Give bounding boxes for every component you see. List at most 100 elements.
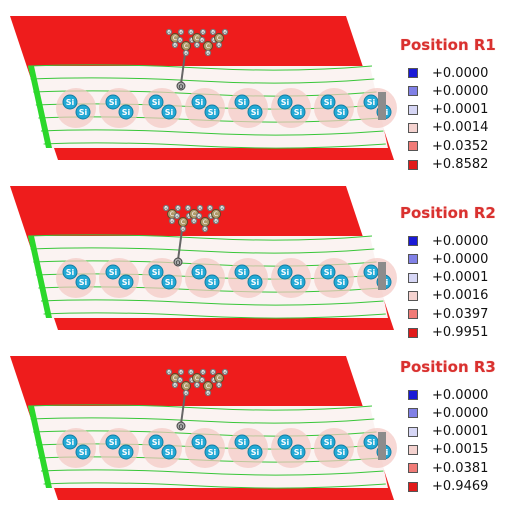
hydrogen-label: H <box>195 43 198 49</box>
si-atom-label: Si <box>122 278 131 287</box>
slab-edge <box>28 66 52 148</box>
oxygen-label: O <box>179 84 184 91</box>
si-atom <box>191 94 207 110</box>
hydrogen-label: H <box>220 206 223 212</box>
si-atom-label: Si <box>294 448 303 457</box>
hydrogen-atom <box>162 204 170 212</box>
si-atom-label: Si <box>294 278 303 287</box>
hydrogen-atom <box>187 28 195 36</box>
density-halo <box>228 428 268 468</box>
density-halo <box>228 258 268 298</box>
legend-value: +0.0381 <box>432 460 489 476</box>
legend-swatch <box>408 159 418 170</box>
si-atom-label: Si <box>109 268 118 277</box>
slab-tab <box>378 262 386 290</box>
legend-swatch <box>408 426 418 437</box>
legend-swatch <box>408 408 418 419</box>
legend-item: +0.0000 <box>408 405 488 421</box>
si-atom-label: Si <box>281 438 290 447</box>
contour-line <box>30 77 375 84</box>
si-atom-label: Si <box>238 98 247 107</box>
carbon-label: C <box>184 383 188 390</box>
hydrogen-atom <box>221 368 229 376</box>
si-atom <box>204 104 220 120</box>
hydrogen-label: H <box>198 206 201 212</box>
hydrogen-label: H <box>200 378 203 384</box>
hydrogen-label: H <box>208 206 211 212</box>
legend-item: +0.0001 <box>408 102 488 118</box>
contour-line <box>30 417 375 424</box>
contour-line <box>40 469 384 476</box>
hydrogen-label: H <box>217 383 220 389</box>
si-atom <box>62 94 78 110</box>
hydrogen-label: H <box>167 370 170 376</box>
hydrogen-atom <box>190 217 198 225</box>
legend-swatch <box>408 104 418 115</box>
si-atom-label: Si <box>281 98 290 107</box>
hydrogen-label: H <box>176 206 179 212</box>
carbon-label: C <box>203 219 207 226</box>
legend-swatch <box>408 141 418 152</box>
si-atom-label: Si <box>208 278 217 287</box>
carbon-label: C <box>195 375 199 382</box>
legend-item: +0.0014 <box>408 120 488 136</box>
legend-value: +0.0000 <box>432 233 489 249</box>
si-atom-label: Si <box>251 448 260 457</box>
si-atom-label: Si <box>122 448 131 457</box>
contour-line <box>30 247 375 254</box>
hydrogen-label: H <box>212 38 215 44</box>
si-atom-label: Si <box>367 98 376 107</box>
hydrogen-atom <box>184 204 192 212</box>
si-atom <box>277 434 293 450</box>
contour-line <box>40 299 384 306</box>
density-halo <box>99 428 139 468</box>
hydrogen-label: H <box>214 219 217 225</box>
legend-value: +0.0397 <box>432 306 489 322</box>
legend-item: +0.0000 <box>408 233 488 249</box>
si-atom-label: Si <box>324 98 333 107</box>
density-halo <box>357 428 397 468</box>
si-atom-label: Si <box>195 98 204 107</box>
si-atom <box>75 444 91 460</box>
density-halo <box>314 428 354 468</box>
si-atom-label: Si <box>152 268 161 277</box>
contour-line <box>43 482 386 489</box>
hydrogen-atom <box>176 36 184 44</box>
carbon-label: C <box>173 375 177 382</box>
hydrogen-label: H <box>211 30 214 36</box>
si-atom <box>234 94 250 110</box>
si-atom <box>290 104 306 120</box>
hydrogen-label: H <box>201 370 204 376</box>
legend-swatch <box>408 327 418 338</box>
contour-line <box>43 312 386 319</box>
hydrogen-label: H <box>223 30 226 36</box>
density-halo <box>314 88 354 128</box>
bond <box>180 53 186 85</box>
si-atom <box>320 94 336 110</box>
carbon-label: C <box>217 35 221 42</box>
si-atom-label: Si <box>66 268 75 277</box>
legend-swatch <box>408 254 418 265</box>
legend-item: +0.0000 <box>408 65 488 81</box>
hydrogen-label: H <box>164 206 167 212</box>
density-halo <box>185 88 225 128</box>
legend-item: +0.0000 <box>408 387 488 403</box>
hydrogen-atom <box>201 225 209 233</box>
si-atom <box>277 94 293 110</box>
carbon-label: C <box>184 43 188 50</box>
density-halo <box>271 428 311 468</box>
hydrogen-label: H <box>178 38 181 44</box>
si-atom-label: Si <box>324 438 333 447</box>
si-atom-label: Si <box>367 438 376 447</box>
slab-tab <box>378 432 386 460</box>
legend-item: +0.0001 <box>408 424 488 440</box>
legend-item: +0.9951 <box>408 325 488 341</box>
hydrogen-atom <box>176 376 184 384</box>
hydrogen-atom <box>193 381 201 389</box>
si-atom-label: Si <box>337 278 346 287</box>
si-atom <box>320 264 336 280</box>
hydrogen-label: H <box>190 38 193 44</box>
si-atom-label: Si <box>238 268 247 277</box>
hydrogen-label: H <box>223 370 226 376</box>
density-halo <box>271 88 311 128</box>
